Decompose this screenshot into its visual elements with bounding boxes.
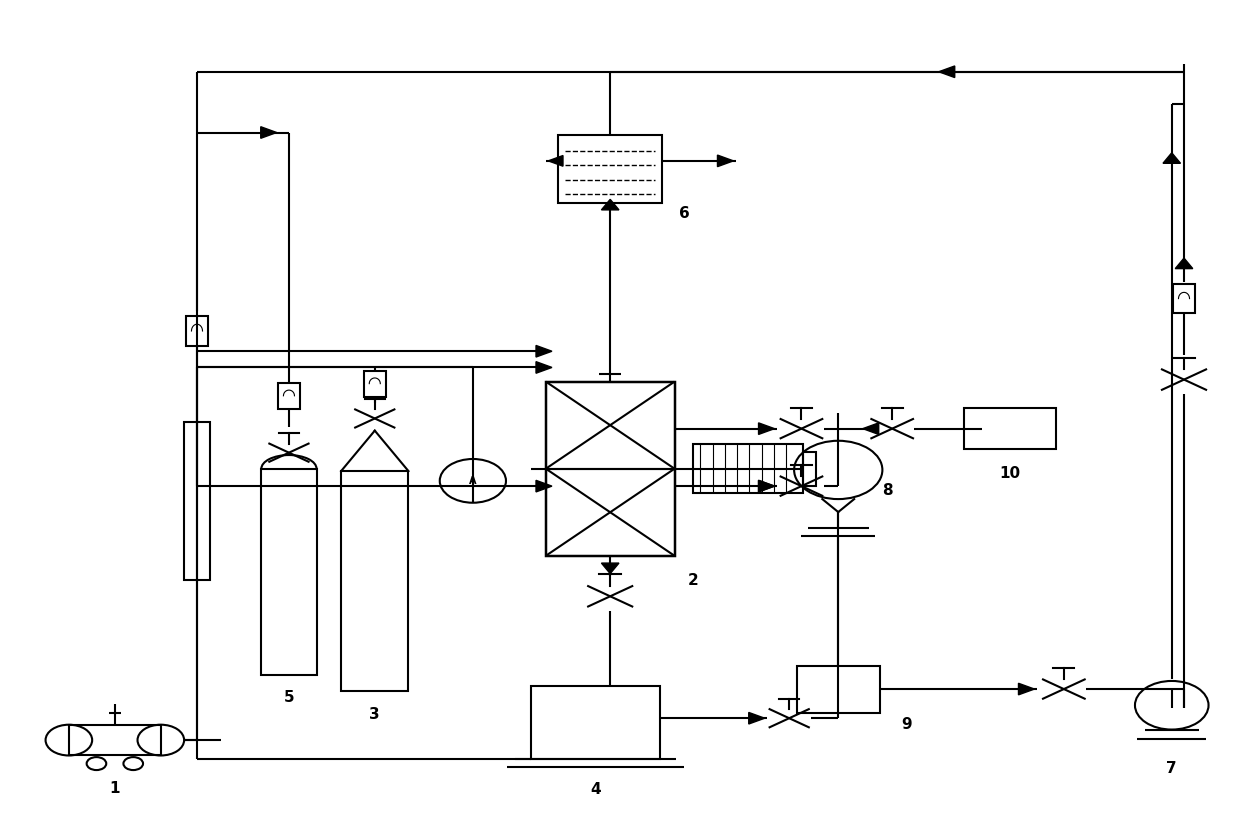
- Bar: [796, 666, 880, 713]
- Text: 5: 5: [284, 691, 294, 705]
- Bar: [341, 471, 408, 691]
- Polygon shape: [548, 156, 563, 166]
- Bar: [804, 452, 816, 485]
- Polygon shape: [863, 423, 879, 434]
- Polygon shape: [939, 66, 955, 77]
- Polygon shape: [718, 155, 733, 166]
- Bar: [186, 316, 208, 346]
- Bar: [184, 422, 211, 580]
- Text: 1: 1: [109, 781, 120, 796]
- Text: 10: 10: [999, 466, 1021, 480]
- Text: 6: 6: [680, 206, 689, 221]
- Polygon shape: [536, 362, 552, 373]
- Polygon shape: [536, 480, 552, 492]
- Text: 9: 9: [901, 717, 913, 733]
- Text: 4: 4: [590, 782, 601, 797]
- Text: 7: 7: [1167, 761, 1177, 776]
- Polygon shape: [759, 480, 775, 492]
- Bar: [558, 134, 662, 204]
- Bar: [546, 382, 675, 556]
- Polygon shape: [749, 713, 765, 724]
- Bar: [1173, 284, 1195, 313]
- Polygon shape: [260, 127, 277, 138]
- Bar: [278, 383, 300, 409]
- Bar: [693, 444, 804, 493]
- Polygon shape: [759, 423, 775, 434]
- Bar: [69, 724, 161, 756]
- Polygon shape: [1018, 683, 1034, 695]
- Polygon shape: [759, 480, 775, 492]
- Text: A: A: [469, 475, 476, 486]
- Bar: [262, 469, 316, 676]
- Polygon shape: [1176, 258, 1193, 269]
- Text: 3: 3: [370, 707, 381, 722]
- Text: 8: 8: [882, 483, 893, 498]
- Bar: [963, 409, 1056, 449]
- Text: 2: 2: [687, 573, 698, 588]
- Polygon shape: [536, 345, 552, 357]
- Bar: [531, 686, 660, 759]
- Bar: [363, 371, 386, 396]
- Polygon shape: [601, 199, 619, 210]
- Polygon shape: [1163, 152, 1180, 163]
- Polygon shape: [601, 563, 619, 574]
